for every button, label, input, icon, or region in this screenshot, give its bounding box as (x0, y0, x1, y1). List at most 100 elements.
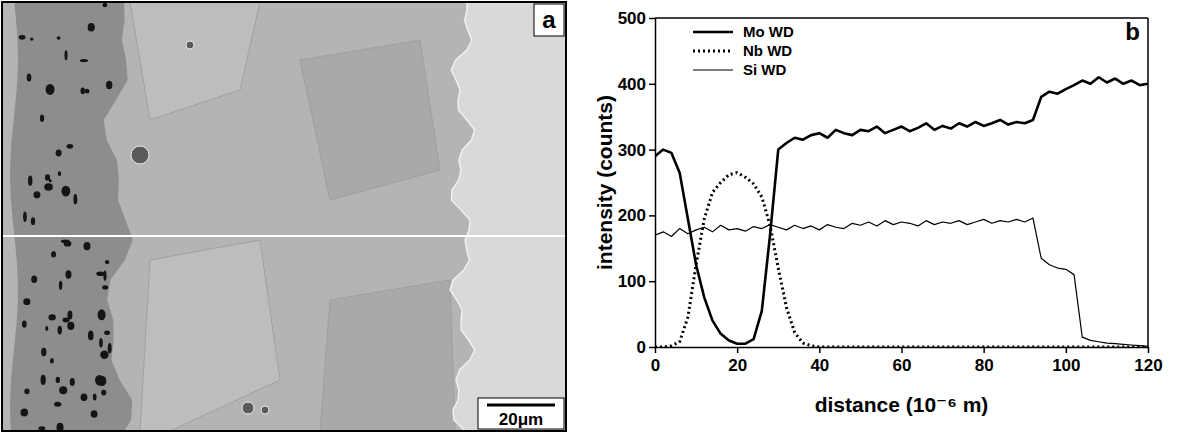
tick-mark (1066, 347, 1068, 353)
grain (320, 280, 455, 431)
pore (50, 358, 54, 363)
legend-label: Nb WD (743, 42, 792, 59)
y-axis: 0 100 200 300 400 500 (618, 9, 656, 357)
pore (54, 402, 61, 407)
tick-mark (901, 347, 903, 353)
tick-mark (649, 281, 655, 283)
pore (81, 88, 85, 95)
panel-label: b (1125, 18, 1140, 45)
tick: 20 (728, 347, 747, 375)
tick: 0 (637, 338, 655, 357)
pore (103, 3, 108, 8)
tick-label: 0 (637, 338, 646, 357)
pore (41, 348, 46, 357)
legend-label: Mo WD (743, 23, 794, 40)
plot-frame (1147, 18, 1149, 347)
pore (30, 38, 34, 41)
tick-label: 300 (618, 141, 646, 160)
pore (81, 394, 88, 402)
pore (31, 275, 37, 282)
tick-label: 400 (618, 75, 646, 94)
scan-line (2, 235, 566, 237)
legend: Mo WDNb WDSi WD (693, 23, 794, 78)
pore (58, 326, 62, 335)
pore (83, 242, 90, 250)
micrograph-frame (2, 2, 566, 431)
pore (56, 149, 62, 156)
pore (101, 390, 106, 396)
pore (57, 423, 64, 431)
tick-label: 120 (1134, 356, 1162, 375)
tick: 100 (1052, 347, 1080, 375)
tick-mark (1148, 347, 1150, 353)
pore (105, 260, 109, 264)
tick-label: 200 (618, 206, 646, 225)
tick: 300 (618, 141, 655, 160)
pore (57, 36, 61, 40)
pore (96, 271, 105, 276)
panel-label: a (542, 6, 556, 33)
pore (33, 191, 40, 198)
pore (100, 350, 108, 358)
defect (186, 41, 194, 49)
pore (61, 240, 70, 244)
tick-label: 60 (893, 356, 912, 375)
tick-label: 500 (618, 9, 646, 28)
pore (104, 331, 110, 335)
tick-label: 20 (728, 356, 747, 375)
tick: 200 (618, 206, 655, 225)
x-axis: 020406080100120 (651, 347, 1163, 375)
tick: 400 (618, 75, 655, 94)
tick: 100 (618, 272, 655, 291)
pore (73, 194, 77, 204)
pore (23, 298, 30, 305)
micrograph-panel: a 20μm (2, 0, 570, 433)
pore (80, 59, 88, 62)
pore (59, 386, 67, 394)
x-axis-title: distance (10⁻⁶ m) (815, 393, 989, 416)
pore (103, 271, 106, 281)
y-axis-title: intensity (counts) (593, 95, 616, 270)
pore (28, 176, 32, 186)
pore (95, 375, 104, 386)
tick-mark (819, 347, 821, 353)
tick-mark (649, 84, 655, 86)
grain (300, 40, 440, 200)
pore (65, 50, 68, 60)
pore (22, 320, 27, 327)
tick-label: 100 (618, 272, 646, 291)
pore (56, 377, 60, 383)
tick: 40 (810, 347, 829, 375)
pore (99, 338, 103, 348)
pore (23, 212, 27, 222)
pore (27, 73, 32, 81)
tick-label: 40 (810, 356, 829, 375)
defect (261, 406, 269, 414)
tick-mark (649, 18, 655, 20)
pore (31, 217, 35, 225)
pore (108, 343, 112, 353)
pore (65, 270, 71, 279)
plot-area (655, 77, 1148, 347)
pore (48, 314, 55, 320)
figure: a20μm0204060801001200100200300400500dist… (0, 0, 1190, 433)
pore (70, 378, 75, 386)
pore (51, 251, 56, 257)
pore (20, 409, 28, 417)
plot-frame (655, 17, 1148, 19)
tick-mark (737, 347, 739, 353)
pore (102, 285, 108, 289)
legend-swatch (693, 69, 733, 70)
tick-mark (649, 347, 655, 349)
pore (19, 35, 26, 40)
grain (130, 2, 260, 120)
pore (67, 322, 74, 330)
bright-region (450, 2, 566, 431)
pore (91, 410, 98, 418)
dark-band (10, 2, 133, 431)
pore (49, 179, 52, 182)
pore (58, 171, 61, 176)
pore (40, 114, 44, 122)
scale-bar-label: 20μm (499, 410, 543, 429)
pore (38, 426, 45, 430)
